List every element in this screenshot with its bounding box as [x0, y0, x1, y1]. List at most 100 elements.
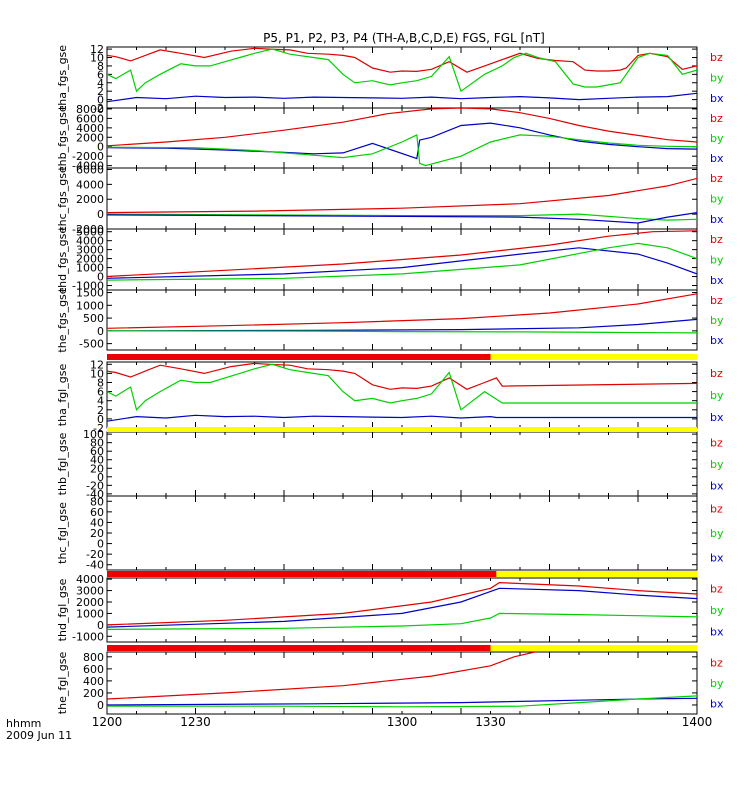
legend-by: by: [710, 193, 724, 206]
y-tick-label: -20: [86, 548, 104, 561]
series-line-bx: [107, 414, 697, 422]
y-tick-label: 4000: [76, 235, 104, 248]
series-line-bz: [107, 47, 697, 73]
y-tick-label: 0: [97, 141, 104, 154]
panel-frame: [106, 495, 698, 571]
y-tick-label: -2: [93, 102, 104, 115]
y-tick-label: 6: [97, 386, 104, 399]
status-segment-yellow: [490, 354, 697, 360]
y-axis-label: thc_fgs_gse: [56, 166, 69, 231]
y-tick-label: 40: [90, 454, 104, 467]
status-bar: [107, 354, 697, 360]
y-tick-label: 2000: [76, 253, 104, 266]
y-tick-label: 10: [90, 367, 104, 380]
panel-frame: [106, 577, 698, 643]
status-bar: [107, 427, 697, 432]
y-axis-label: tha_fgs_gse: [56, 45, 69, 110]
series-line-bz: [107, 293, 697, 329]
series-line-bz: [107, 108, 697, 147]
legend-bx: bx: [710, 625, 724, 638]
series-line-by: [107, 363, 697, 411]
y-tick-label: 0: [97, 325, 104, 338]
y-axis-label: thd_fgl_gse: [56, 578, 69, 641]
series-line-bx: [107, 212, 697, 224]
series-line-by: [107, 133, 697, 167]
series-line-bx: [107, 92, 697, 103]
x-axis-label-date: 2009 Jun 11: [6, 729, 72, 742]
series-line-bx: [107, 697, 697, 706]
legend-by: by: [710, 677, 724, 690]
y-tick-label: 12: [90, 43, 104, 56]
y-tick-label: 20: [90, 462, 104, 475]
y-tick-label: 8000: [76, 103, 104, 116]
y-axis-label: thb_fgl_gse: [56, 432, 69, 495]
legend-bx: bx: [710, 152, 724, 165]
y-tick-label: -20: [86, 479, 104, 492]
series-line-by: [107, 330, 697, 334]
x-tick-label: 1400: [682, 715, 713, 729]
legend-bz: bz: [710, 294, 723, 307]
y-tick-label: 4: [97, 395, 104, 408]
y-tick-label: 10: [90, 52, 104, 65]
y-tick-label: 80: [90, 437, 104, 450]
y-tick-label: -1000: [72, 630, 104, 643]
legend-bx: bx: [710, 479, 724, 492]
y-tick-label: 12: [90, 358, 104, 371]
legend-by: by: [710, 604, 724, 617]
y-tick-label: 2: [97, 404, 104, 417]
y-tick-label: 4000: [76, 122, 104, 135]
y-tick-label: 0: [97, 208, 104, 221]
legend-bz: bz: [710, 437, 723, 450]
status-bar: [107, 571, 697, 577]
y-tick-label: 2000: [76, 193, 104, 206]
legend-bz: bz: [710, 583, 723, 596]
y-tick-label: -2000: [72, 223, 104, 236]
y-tick-label: 2000: [76, 131, 104, 144]
time-axis: 1200 1230 1300 1330 1400: [92, 715, 713, 729]
series-line-bz: [107, 652, 535, 700]
status-segment-yellow: [490, 645, 697, 651]
legend-bx: bx: [710, 92, 724, 105]
legend-by: by: [710, 254, 724, 267]
y-tick-label: -500: [79, 338, 104, 351]
series-line-by: [107, 612, 697, 631]
y-tick-label: 6000: [76, 163, 104, 176]
y-tick-label: 0: [97, 538, 104, 551]
series-line-bz: [107, 581, 697, 626]
panel-thc_fgs_gse: -2000 0 2000 4000 6000 thc_fgs_gse bz by bx: [56, 163, 724, 236]
y-tick-label: 2: [97, 85, 104, 98]
x-tick-label: 1330: [475, 715, 506, 729]
y-tick-label: 6: [97, 68, 104, 81]
legend-bx: bx: [710, 213, 724, 226]
y-tick-label: 0: [97, 471, 104, 484]
status-bars-group: [107, 354, 697, 651]
legend-bz: bz: [710, 367, 723, 380]
y-tick-label: 1000: [76, 299, 104, 312]
series-line-by: [107, 213, 697, 221]
y-axis-label: thb_fgs_gse: [56, 105, 69, 171]
y-tick-label: 2000: [76, 596, 104, 609]
status-segment-yellow: [107, 427, 697, 432]
y-tick-label: 20: [90, 527, 104, 540]
y-tick-label: -40: [86, 559, 104, 572]
legend-bx: bx: [710, 552, 724, 565]
y-tick-label: 400: [83, 675, 104, 688]
panel-frame: [106, 107, 698, 169]
series-line-bz: [107, 362, 697, 390]
status-segment-red: [107, 571, 497, 577]
y-tick-label: 0: [97, 699, 104, 712]
y-tick-label: -1000: [72, 280, 104, 293]
panel-frame: [106, 289, 698, 351]
series-line-bz: [107, 177, 697, 214]
y-tick-label: 4000: [76, 178, 104, 191]
y-tick-label: 3000: [76, 244, 104, 257]
y-tick-label: 60: [90, 506, 104, 519]
y-tick-label: 60: [90, 445, 104, 458]
series-line-bx: [107, 587, 697, 628]
